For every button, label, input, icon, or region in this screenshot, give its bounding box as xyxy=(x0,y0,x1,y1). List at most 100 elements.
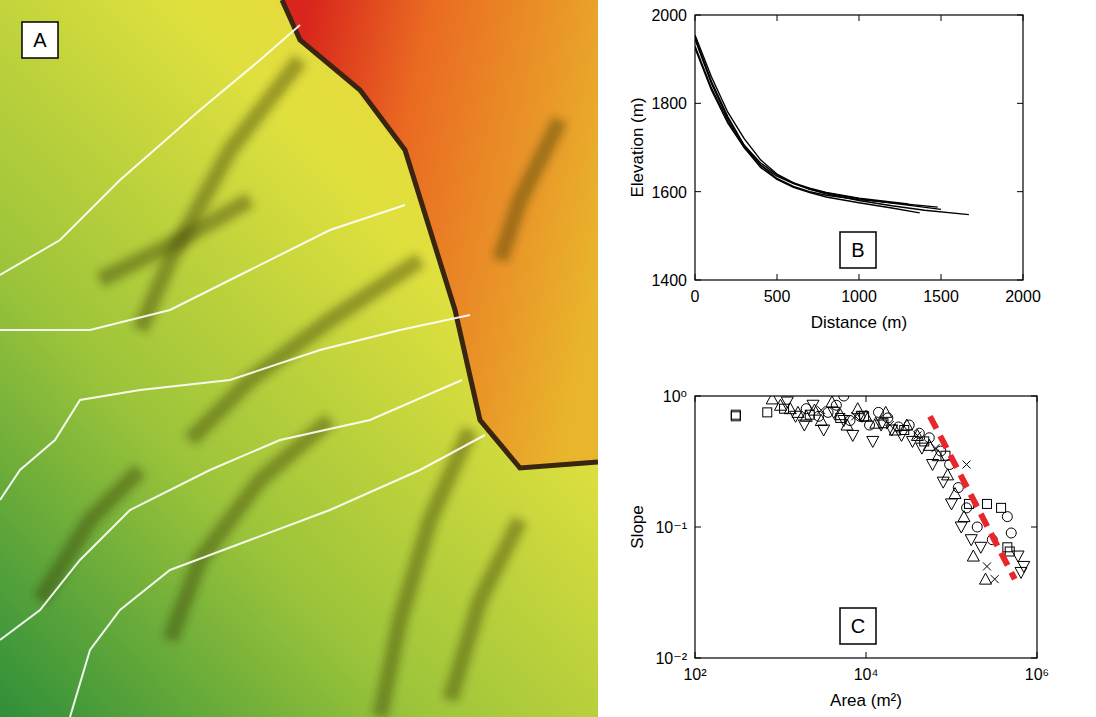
y-axis-title: Slope xyxy=(628,505,647,548)
y-tick-label: 1600 xyxy=(651,184,687,201)
point xyxy=(805,410,814,419)
frame xyxy=(695,15,1023,280)
plot-bg xyxy=(695,15,1023,280)
x-tick xyxy=(777,15,778,21)
ridge xyxy=(282,0,598,468)
hillshade xyxy=(40,470,140,600)
point xyxy=(1018,561,1030,572)
point xyxy=(953,483,963,493)
point xyxy=(818,425,830,436)
x-tick xyxy=(859,15,860,21)
panel-label-box xyxy=(840,608,876,644)
x-tick xyxy=(866,396,867,402)
panel-label: A xyxy=(22,22,58,58)
panel-label-box xyxy=(840,232,876,268)
point xyxy=(924,433,934,443)
point xyxy=(900,426,909,435)
x-axis-title: Area (m²) xyxy=(830,691,902,710)
axes: 10²10⁴10⁶10⁻²10⁻¹10⁰Area (m²)Slope xyxy=(628,388,1049,710)
point xyxy=(775,399,787,410)
point xyxy=(867,436,879,447)
plot-area xyxy=(695,35,969,215)
point xyxy=(790,411,802,422)
hillshade xyxy=(140,60,300,330)
y-tick-label: 10⁰ xyxy=(663,388,687,405)
point xyxy=(980,573,992,584)
plot-bg xyxy=(695,396,1037,658)
point xyxy=(932,444,940,452)
axes: 05001000150020001400160018002000Distance… xyxy=(628,7,1041,332)
panel-label-text: B xyxy=(851,239,864,261)
hillshade xyxy=(500,120,560,260)
point xyxy=(916,443,928,454)
y-tick xyxy=(1017,191,1023,192)
panel-label: B xyxy=(840,232,876,268)
point xyxy=(801,404,811,414)
x-tick-label: 1000 xyxy=(841,288,877,305)
point xyxy=(831,400,841,410)
point xyxy=(839,396,849,401)
point xyxy=(731,412,740,421)
point xyxy=(941,451,950,460)
point xyxy=(798,420,810,431)
panel-label-text: A xyxy=(33,29,47,51)
y-tick-label: 2000 xyxy=(651,7,687,24)
point xyxy=(913,431,921,439)
point xyxy=(963,460,971,468)
y-tick xyxy=(695,103,701,104)
point xyxy=(927,459,939,470)
point xyxy=(873,407,883,417)
point xyxy=(1002,512,1012,522)
point xyxy=(860,412,869,421)
point xyxy=(894,422,904,432)
hillshade xyxy=(100,200,250,280)
point xyxy=(942,469,954,480)
x-tick xyxy=(941,274,942,280)
point xyxy=(972,522,982,532)
x-tick xyxy=(859,274,860,280)
highland xyxy=(282,0,598,468)
map: A xyxy=(0,0,598,717)
y-tick xyxy=(1031,527,1037,528)
stream xyxy=(0,205,405,330)
stream xyxy=(0,25,300,275)
x-axis-title: Distance (m) xyxy=(811,313,907,332)
lowland xyxy=(0,0,598,717)
point xyxy=(817,406,825,414)
point xyxy=(865,420,875,430)
y-tick-label: 10⁻² xyxy=(655,650,687,667)
point xyxy=(997,503,1006,512)
plot-area xyxy=(731,396,1029,584)
frame xyxy=(695,396,1037,658)
point xyxy=(962,503,972,513)
point xyxy=(982,499,991,508)
point xyxy=(847,430,859,441)
y-tick xyxy=(1017,103,1023,104)
y-tick xyxy=(695,527,701,528)
point xyxy=(823,407,833,417)
point xyxy=(1005,547,1014,556)
point xyxy=(967,550,979,561)
x-tick-label: 2000 xyxy=(1005,288,1041,305)
point xyxy=(949,488,961,499)
x-tick-label: 10⁶ xyxy=(1025,666,1049,683)
map-body xyxy=(0,0,598,717)
x-tick xyxy=(866,652,867,658)
panel-label: C xyxy=(840,608,876,644)
point xyxy=(1006,528,1016,538)
x-tick xyxy=(777,274,778,280)
stream xyxy=(0,380,462,640)
y-tick-label: 10⁻¹ xyxy=(655,519,687,536)
point xyxy=(886,421,894,429)
point xyxy=(851,412,859,420)
panel-label-text: C xyxy=(851,615,865,637)
profile-line xyxy=(695,39,908,204)
x-tick xyxy=(941,15,942,21)
profile-line xyxy=(695,35,969,215)
panel-label-box xyxy=(22,22,58,58)
x-tick-label: 500 xyxy=(764,288,791,305)
point xyxy=(937,477,949,488)
point xyxy=(975,542,987,553)
point xyxy=(826,396,838,407)
profile-line xyxy=(695,48,941,209)
